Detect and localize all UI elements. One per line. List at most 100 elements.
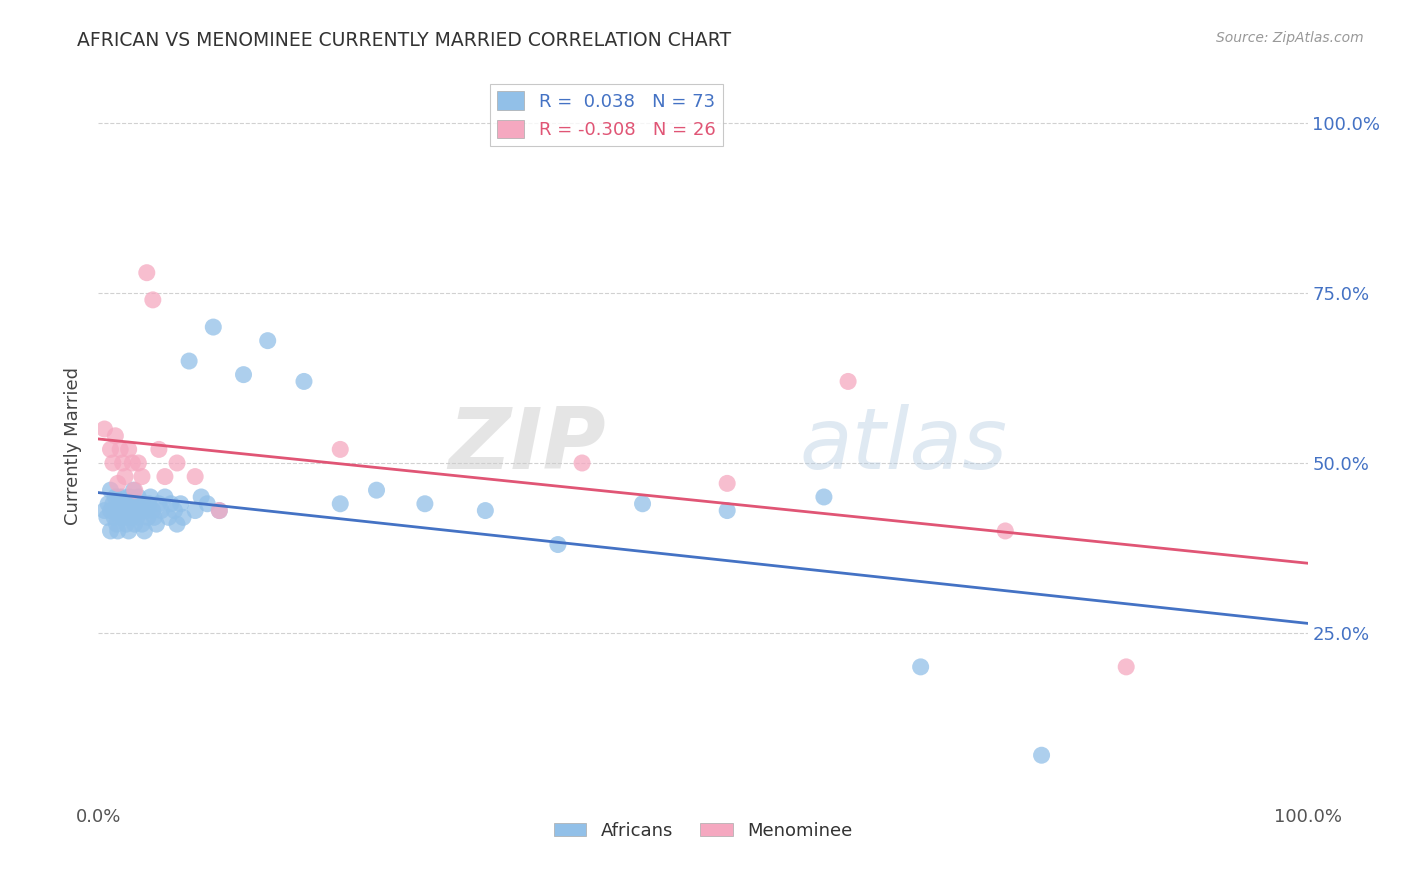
Point	[100, 524, 122, 538]
Point	[104, 429, 127, 443]
Point	[97, 497, 120, 511]
Point	[166, 456, 188, 470]
Point	[163, 503, 186, 517]
Text: Source: ZipAtlas.com: Source: ZipAtlas.com	[1216, 31, 1364, 45]
Point	[112, 497, 135, 511]
Point	[208, 503, 231, 517]
Point	[195, 497, 218, 511]
Point	[117, 497, 139, 511]
Point	[135, 266, 157, 280]
Point	[148, 497, 170, 511]
Legend: Africans, Menominee: Africans, Menominee	[547, 815, 859, 847]
Point	[145, 517, 167, 532]
Y-axis label: Currently Married: Currently Married	[65, 367, 83, 525]
Point	[108, 442, 131, 457]
Point	[232, 368, 254, 382]
Point	[100, 442, 122, 457]
Point	[910, 660, 932, 674]
Point	[105, 517, 128, 532]
Point	[111, 456, 134, 470]
Point	[111, 490, 134, 504]
Point	[127, 510, 149, 524]
Point	[131, 469, 153, 483]
Point	[190, 490, 212, 504]
Point	[124, 517, 146, 532]
Point	[121, 456, 143, 470]
Point	[136, 510, 159, 524]
Point	[121, 510, 143, 524]
Point	[256, 334, 278, 348]
Text: ZIP: ZIP	[449, 404, 606, 488]
Point	[125, 497, 148, 511]
Point	[111, 510, 134, 524]
Point	[134, 524, 156, 538]
Text: AFRICAN VS MENOMINEE CURRENTLY MARRIED CORRELATION CHART: AFRICAN VS MENOMINEE CURRENTLY MARRIED C…	[77, 31, 731, 50]
Point	[103, 510, 125, 524]
Point	[813, 490, 835, 504]
Point	[474, 503, 496, 517]
Point	[716, 503, 738, 517]
Point	[101, 497, 124, 511]
Point	[179, 354, 201, 368]
Point	[150, 503, 173, 517]
Point	[148, 442, 170, 457]
Point	[115, 517, 138, 532]
Point	[631, 497, 654, 511]
Point	[142, 503, 165, 517]
Point	[100, 503, 122, 517]
Point	[160, 497, 183, 511]
Point	[571, 456, 593, 470]
Point	[101, 456, 124, 470]
Point	[120, 497, 142, 511]
Point	[366, 483, 388, 498]
Point	[93, 422, 115, 436]
Point	[166, 517, 188, 532]
Point	[172, 510, 194, 524]
Point	[142, 293, 165, 307]
Point	[129, 503, 152, 517]
Point	[105, 503, 128, 517]
Point	[114, 503, 136, 517]
Point	[157, 510, 180, 524]
Point	[153, 490, 176, 504]
Point	[118, 490, 141, 504]
Point	[127, 490, 149, 504]
Point	[127, 456, 149, 470]
Point	[292, 375, 315, 389]
Point	[139, 490, 162, 504]
Point	[118, 442, 141, 457]
Point	[837, 375, 859, 389]
Point	[994, 524, 1017, 538]
Point	[547, 537, 569, 551]
Point	[104, 490, 127, 504]
Point	[135, 503, 157, 517]
Point	[1031, 748, 1053, 763]
Point	[143, 510, 166, 524]
Point	[131, 517, 153, 532]
Point	[110, 503, 132, 517]
Point	[413, 497, 436, 511]
Text: atlas: atlas	[800, 404, 1008, 488]
Point	[153, 469, 176, 483]
Point	[184, 503, 207, 517]
Point	[132, 497, 155, 511]
Point	[108, 497, 131, 511]
Point	[329, 497, 352, 511]
Point	[202, 320, 225, 334]
Point	[124, 483, 146, 498]
Point	[329, 442, 352, 457]
Point	[108, 490, 131, 504]
Point	[93, 503, 115, 517]
Point	[96, 510, 118, 524]
Point	[107, 476, 129, 491]
Point	[138, 497, 160, 511]
Point	[124, 503, 146, 517]
Point	[1115, 660, 1137, 674]
Point	[208, 503, 231, 517]
Point	[716, 476, 738, 491]
Point	[114, 469, 136, 483]
Point	[118, 503, 141, 517]
Point	[108, 510, 131, 524]
Point	[118, 524, 141, 538]
Point	[100, 483, 122, 498]
